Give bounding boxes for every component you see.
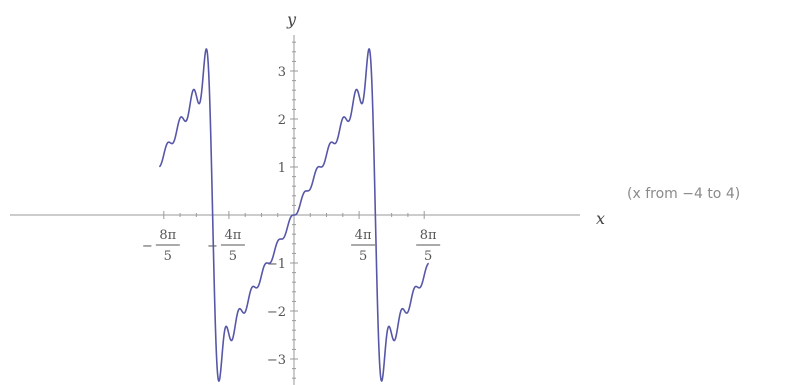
x-tick-label: 8π5 [416,228,441,264]
x-tick-numerator: 8π [159,228,176,243]
x-tick-label: 8π 5− [142,228,180,264]
y-tick-label: 3 [278,65,286,80]
y-tick-label: 2 [278,113,286,128]
series-line [158,48,430,382]
x-tick-label: 4π 5− [207,228,245,264]
y-axis-label: y [286,10,297,29]
x-tick-denominator: 5 [359,249,367,264]
x-tick-label: 4π5 [351,228,376,264]
x-tick-numerator: 8π [420,228,437,243]
x-tick-numerator: 4π [224,228,241,243]
x-tick-sign: − [142,239,153,254]
y-tick-label: −1 [267,257,286,272]
x-tick-denominator: 5 [164,249,172,264]
x-axis-label: x [596,209,605,228]
axes [10,35,580,385]
x-tick-denominator: 5 [229,249,237,264]
y-tick-label: −2 [267,305,286,320]
x-tick-numerator: 4π [355,228,372,243]
x-tick-denominator: 5 [424,249,432,264]
x-range-note: (x from −4 to 4) [627,186,741,202]
y-tick-label: 1 [278,161,286,176]
y-tick-label: −3 [267,353,286,368]
x-tick-sign: − [207,239,218,254]
